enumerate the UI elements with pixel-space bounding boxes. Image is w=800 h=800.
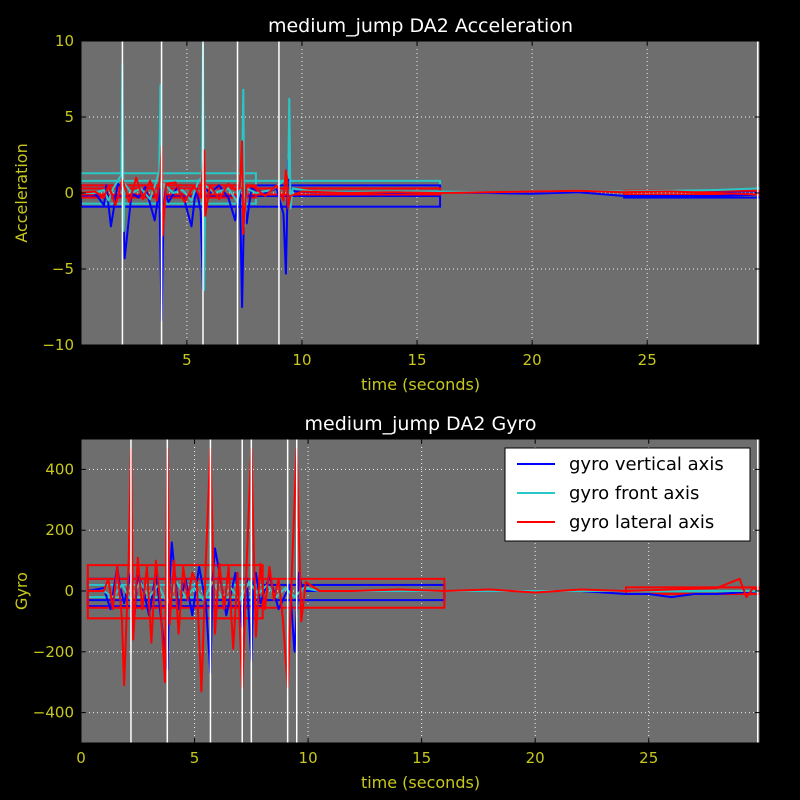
segment-box: [81, 184, 257, 199]
x-tick-label: 20: [523, 351, 542, 369]
gyro-panel: 0 5 10 15 20 25 −400 −200 0 200 400 medium_jump DA2…: [12, 413, 761, 792]
plot-content: [81, 41, 760, 345]
x-tick-label: 20: [526, 749, 545, 767]
x-tick-label: 5: [190, 749, 200, 767]
y-tick-label: −5: [52, 260, 74, 278]
x-tick-label: 25: [638, 351, 657, 369]
y-tick-label: 200: [45, 521, 74, 539]
y-tick-label: −400: [33, 704, 74, 722]
x-tick-label: 15: [408, 351, 427, 369]
x-tick-label: 15: [412, 749, 431, 767]
y-axis-label: Acceleration: [12, 143, 31, 242]
x-tick-label: 5: [182, 351, 192, 369]
legend-label: gyro front axis: [569, 483, 699, 504]
x-tick-label: 10: [292, 351, 311, 369]
x-axis-label: time (seconds): [361, 773, 480, 792]
legend-label: gyro vertical axis: [569, 454, 724, 475]
legend-label: gyro lateral axis: [569, 512, 714, 533]
y-axis-label: Gyro: [12, 572, 31, 610]
segment-box: [86, 577, 446, 609]
x-tick-label: 0: [76, 749, 86, 767]
x-axis-label: time (seconds): [361, 375, 480, 394]
y-tick-label: 10: [55, 32, 74, 50]
y-tick-label: −10: [42, 336, 74, 354]
series-gyro-lateral-axis: [87, 447, 760, 693]
x-tick-label: 25: [639, 749, 658, 767]
x-tick-label: 10: [299, 749, 318, 767]
legend: gyro vertical axis gyro front axis gyro la…: [504, 447, 751, 542]
chart-title: medium_jump DA2 Acceleration: [268, 15, 573, 37]
y-tick-label: 400: [45, 460, 74, 478]
acceleration-panel: 5 10 15 20 25 −10 −5 0 5 10 medium_jump DA2 Accele…: [12, 15, 761, 394]
y-tick-label: 0: [64, 184, 74, 202]
y-tick-label: 0: [64, 582, 74, 600]
series-2: [81, 140, 760, 237]
y-tick-label: −200: [33, 643, 74, 661]
y-tick-label: 5: [64, 108, 74, 126]
chart-title: medium_jump DA2 Gyro: [305, 413, 537, 435]
plot-content: [86, 439, 760, 743]
